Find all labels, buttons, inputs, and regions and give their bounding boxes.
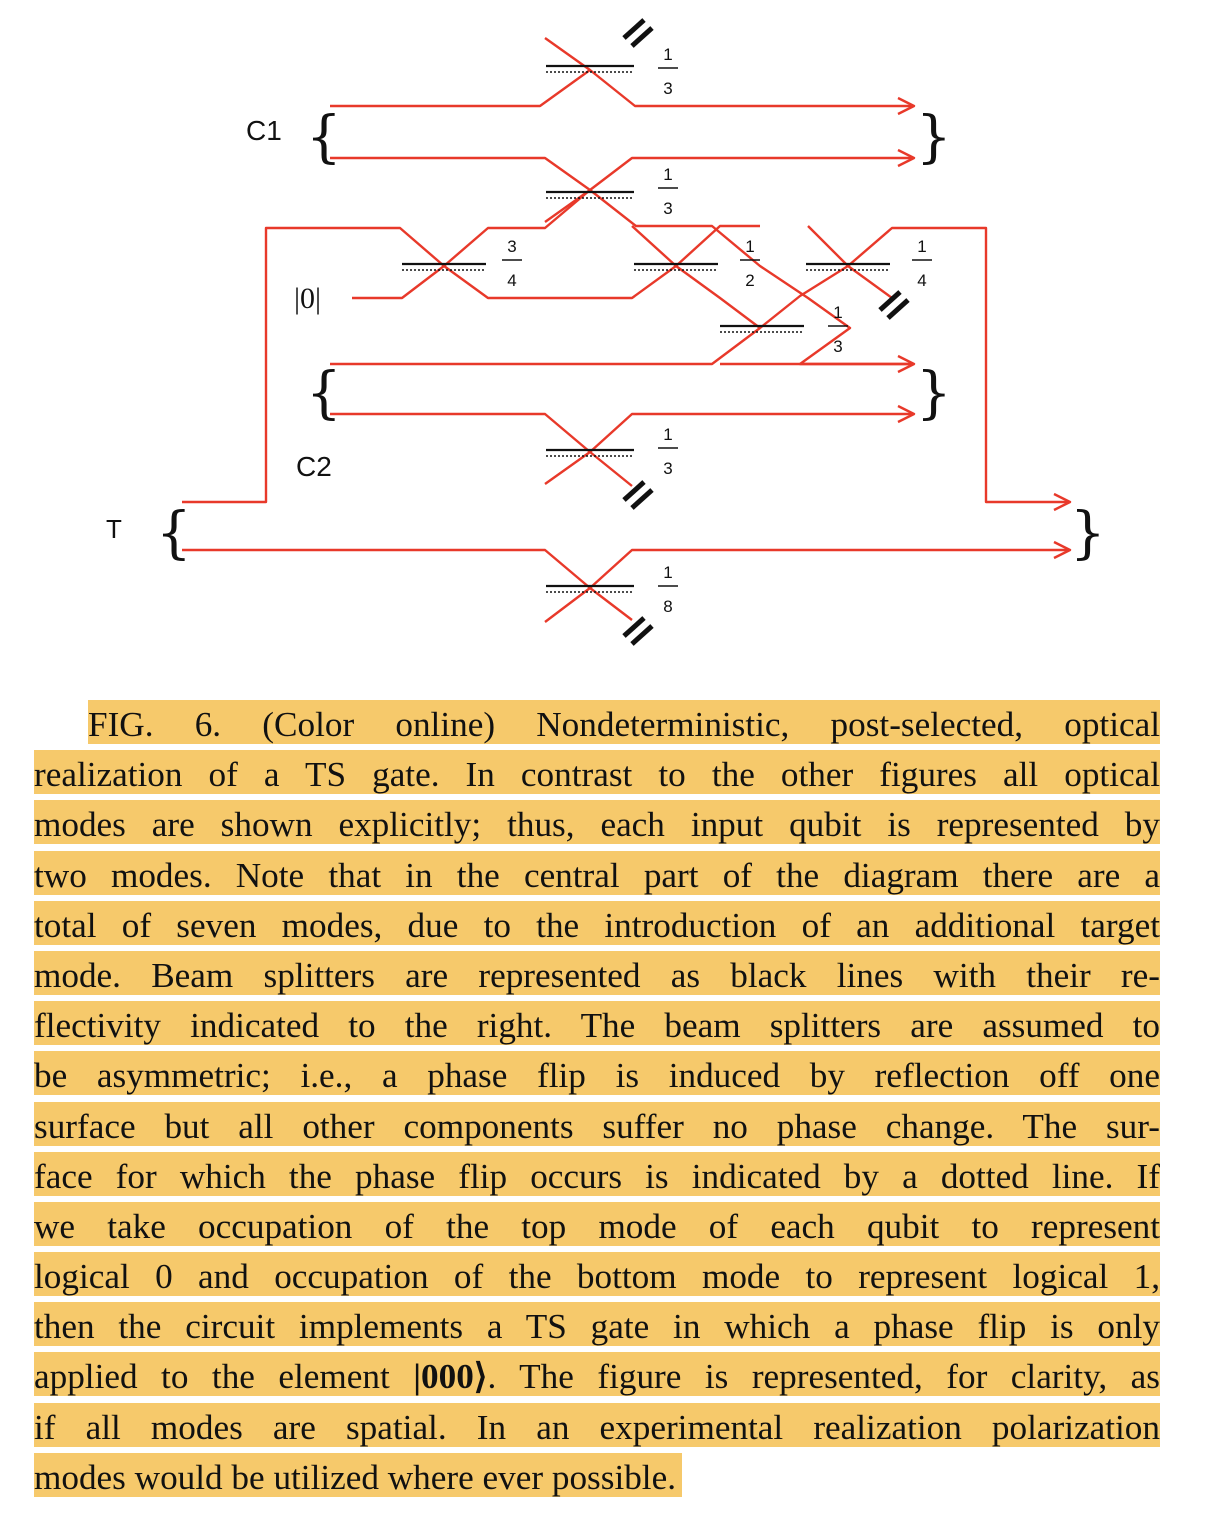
arrowhead	[897, 96, 916, 116]
frac-bs-c1-bottom: 1 3	[658, 165, 678, 218]
frac-bs-right-quarter: 1 4	[912, 237, 932, 290]
mode-labels: C1 C2 T |0|	[106, 115, 332, 544]
frac-den: 4	[507, 271, 516, 290]
mode-ancilla	[352, 189, 591, 300]
caption-line: then the circuit implements a TS gate in…	[34, 1302, 1160, 1347]
frac-den: 3	[663, 459, 672, 478]
beam-splitters	[402, 64, 890, 593]
brace-right-t: }	[1070, 501, 1106, 566]
mode-center-cross	[631, 225, 1068, 504]
label-c2: C2	[296, 451, 332, 482]
mode-c1-bottom-out	[589, 156, 912, 191]
caption-line-ket: applied to the element |000⟩. The figure…	[34, 1352, 1160, 1397]
caption-line: logical 0 and occupation of the bottom m…	[34, 1252, 1160, 1297]
frac-bs-center-third: 1 3	[828, 303, 848, 356]
frac-num: 1	[833, 303, 842, 322]
frac-bs-center-half: 1 2	[740, 237, 760, 290]
detector-mark	[622, 18, 646, 40]
frac-num: 1	[917, 237, 926, 256]
optical-circuit-diagram: 1 3 1 3 3 4 1 2 1 4 1 3 1	[106, 18, 1106, 646]
frac-num: 1	[663, 45, 672, 64]
frac-num: 1	[663, 425, 672, 444]
figure-caption: FIG. 6. (Color online) Nondeterministic,…	[34, 700, 1160, 1517]
mode-c2-bottom-x	[544, 450, 633, 487]
label-t: T	[106, 514, 122, 544]
detector-marks	[622, 18, 910, 646]
braces: { { { } } }	[156, 105, 1106, 566]
frac-num: 1	[663, 165, 672, 184]
frac-den: 8	[663, 597, 672, 616]
brace-right-c1: }	[916, 105, 952, 170]
mode-c2-bottom	[330, 412, 912, 454]
reflectivity-labels: 1 3 1 3 3 4 1 2 1 4 1 3 1	[502, 45, 932, 616]
caption-line-last: modes would be utilized where ever possi…	[34, 1452, 683, 1497]
detector-mark	[622, 480, 646, 502]
caption-line: surface but all other components suffer …	[34, 1101, 1160, 1146]
caption-line: we take occupation of the top mode of ea…	[34, 1201, 1160, 1246]
mode-c1-top	[330, 69, 591, 108]
brace-left-t: {	[156, 501, 192, 566]
caption-text: applied to the element	[34, 1357, 414, 1397]
detector-mark	[622, 616, 646, 638]
frac-den: 3	[663, 79, 672, 98]
frac-num: 3	[507, 237, 516, 256]
brace-left-c2: {	[306, 361, 342, 426]
detector-mark	[630, 624, 654, 646]
arrowhead	[897, 148, 916, 168]
caption-line: realization of a TS gate. In contrast to…	[34, 750, 1160, 795]
caption-line: modes are shown explicitly; thus, each i…	[34, 800, 1160, 845]
ket-000: |000⟩	[413, 1357, 488, 1397]
brace-right-c2: }	[916, 361, 952, 426]
mode-lines	[182, 37, 1072, 623]
caption-line: mode. Beam splitters are represented as …	[34, 950, 1160, 995]
caption-line: face for which the phase flip occurs is …	[34, 1151, 1160, 1196]
frac-num: 1	[745, 237, 754, 256]
brace-left-c1: {	[306, 105, 342, 170]
detector-mark	[886, 298, 910, 320]
mode-t-bottom	[182, 548, 1068, 590]
detector-mark	[630, 488, 654, 510]
frac-num: 1	[663, 563, 672, 582]
frac-den: 3	[833, 337, 842, 356]
frac-bs-t-bottom: 1 8	[658, 563, 678, 616]
mode-c2-top	[330, 327, 761, 366]
caption-line: if all modes are spatial. In an experime…	[34, 1402, 1160, 1447]
mode-c1-internal	[589, 189, 912, 366]
caption-line: two modes. Note that in the central part…	[34, 850, 1160, 895]
frac-den: 3	[663, 199, 672, 218]
detector-mark	[878, 290, 902, 312]
caption-line: FIG. 6. (Color online) Nondeterministic,…	[88, 700, 1160, 744]
mode-t-bottom-x	[544, 586, 633, 623]
mode-c1-bottom	[330, 156, 592, 223]
arrowhead	[897, 404, 916, 424]
mode-c1-top-out	[544, 37, 912, 108]
caption-line: total of seven modes, due to the introdu…	[34, 900, 1160, 945]
label-c1: C1	[246, 115, 282, 146]
mode-t-top	[182, 224, 760, 504]
arrowhead	[1053, 540, 1072, 560]
arrowhead	[897, 354, 916, 374]
arrowhead	[1053, 492, 1072, 512]
frac-den: 2	[745, 271, 754, 290]
mode-t-top-up	[807, 225, 893, 299]
frac-bs-c2-bottom: 1 3	[658, 425, 678, 478]
frac-den: 4	[917, 271, 926, 290]
caption-line: flectivity indicated to the right. The b…	[34, 1001, 1160, 1046]
detector-mark	[630, 26, 654, 48]
label-ancilla: |0|	[294, 282, 321, 315]
caption-text: . The figure is represented, for clarity…	[487, 1357, 1160, 1397]
frac-bs-c1-top: 1 3	[658, 45, 678, 98]
caption-line: be asymmetric; i.e., a phase flip is ind…	[34, 1051, 1160, 1096]
frac-bs-ancilla: 3 4	[502, 237, 522, 290]
